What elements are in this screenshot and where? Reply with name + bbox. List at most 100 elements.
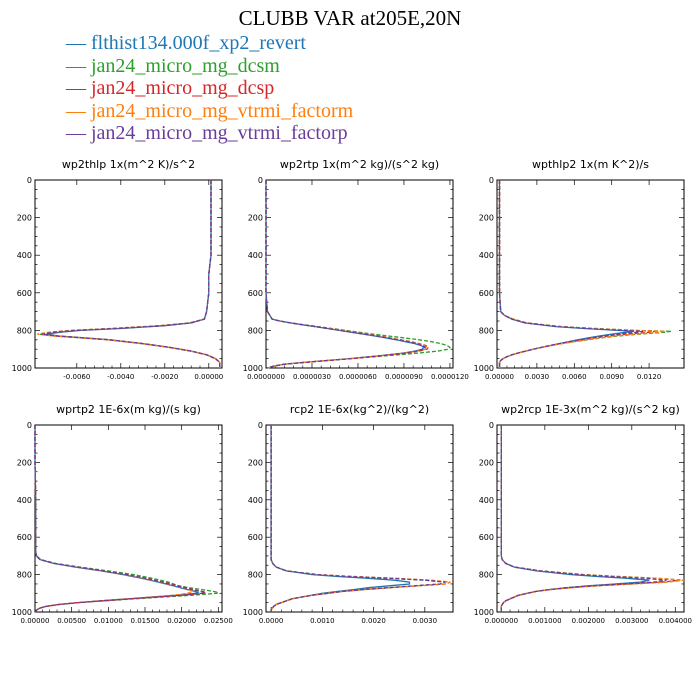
- panel-title: wp2rcp 1E-3x(m^2 kg)/(s^2 kg): [501, 403, 680, 416]
- y-tick-label: 400: [248, 251, 263, 260]
- legend-item: — jan24_micro_mg_vtrmi_factorm: [66, 100, 353, 123]
- x-tick-label: 0.000000: [485, 617, 518, 625]
- y-tick-label: 0: [489, 421, 494, 430]
- panel-title: wprtp2 1E-6x(m kg)/(s kg): [56, 403, 201, 416]
- x-tick-label: 0.0120: [637, 373, 662, 381]
- panel-title: wp2rtp 1x(m^2 kg)/(s^2 kg): [280, 158, 439, 171]
- y-tick-label: 200: [479, 458, 494, 467]
- x-tick-label: 0.0010: [310, 617, 335, 625]
- x-tick-label: 0.00000: [194, 373, 223, 381]
- y-tick-label: 400: [248, 496, 263, 505]
- series-line-3: [270, 425, 451, 612]
- panel-title: wpthlp2 1x(m K^2)/s: [532, 158, 649, 171]
- x-tick-label: 0.0030: [413, 617, 438, 625]
- y-tick-label: 1000: [474, 608, 494, 617]
- series-line-1: [270, 425, 411, 612]
- y-tick-label: 600: [479, 533, 494, 542]
- y-tick-label: 1000: [243, 608, 263, 617]
- y-tick-label: 0: [258, 421, 263, 430]
- y-tick-label: 600: [248, 533, 263, 542]
- panel-title: wp2thlp 1x(m^2 K)/s^2: [62, 158, 195, 171]
- x-tick-label: 0.003000: [615, 617, 648, 625]
- series-line-2: [265, 180, 451, 369]
- x-tick-label: 0.0000120: [431, 373, 469, 381]
- panel-1: wp2thlp 1x(m^2 K)/s^2 0 200 400 600 800 1000 -0…: [12, 158, 224, 381]
- legend-item: — jan24_micro_mg_vtrmi_factorp: [66, 122, 353, 145]
- panel-3: wpthlp2 1x(m K^2)/s020040060080010000.00…: [474, 158, 685, 381]
- legend-item: — jan24_micro_mg_dcsm: [66, 55, 353, 78]
- legend: — flthist134.000f_xp2_revert — jan24_mic…: [66, 32, 353, 145]
- x-tick-label: 0.0000030: [293, 373, 331, 381]
- panel-4: wprtp2 1E-6x(m kg)/(s kg) 0 200 400 600 800 10…: [12, 403, 233, 625]
- series-line-3: [500, 425, 680, 612]
- y-tick-label: 0: [27, 176, 32, 185]
- y-tick-label: 200: [248, 214, 263, 223]
- legend-label: jan24_micro_mg_vtrmi_factorp: [91, 122, 348, 144]
- y-tick-label: 200: [248, 458, 263, 467]
- y-tick-label: 200: [17, 214, 32, 223]
- y-tick-label: 1000: [12, 608, 32, 617]
- x-tick-label: 0.0060: [562, 373, 587, 381]
- legend-dash: —: [66, 77, 91, 99]
- y-tick-label: 0: [489, 176, 494, 185]
- series-line-2: [34, 425, 221, 613]
- legend-dash: —: [66, 54, 91, 77]
- panel-5: rcp2 1E-6x(kg^2)/(kg^2) 0 200 400 600 800 1000…: [243, 403, 454, 625]
- x-tick-label: 0.00000: [485, 373, 514, 381]
- legend-item: — flthist134.000f_xp2_revert: [66, 32, 353, 55]
- x-tick-label: 0.0000: [259, 617, 284, 625]
- y-tick-label: 400: [479, 251, 494, 260]
- y-tick-label: 600: [17, 289, 32, 298]
- x-tick-label: 0.0030: [525, 373, 550, 381]
- panel-6: wp2rcp 1E-3x(m^2 kg)/(s^2 kg) 0 200 400 600 8…: [474, 403, 692, 625]
- legend-label: flthist134.000f_xp2_revert: [91, 32, 306, 54]
- series-line-3: [34, 425, 208, 613]
- y-tick-label: 0: [258, 176, 263, 185]
- legend-label: jan24_micro_mg_dcsm: [91, 54, 280, 77]
- x-tick-label: -0.0040: [107, 373, 134, 381]
- series-line-5: [41, 180, 221, 368]
- x-tick-label: 0.004000: [659, 617, 692, 625]
- y-tick-label: 600: [248, 289, 263, 298]
- figure-title: CLUBB VAR at205E,20N: [238, 6, 462, 30]
- series-line-3: [41, 180, 221, 368]
- series-line-5: [500, 425, 667, 612]
- series-line-2: [270, 425, 446, 612]
- y-tick-label: 200: [17, 458, 32, 467]
- panel-title: rcp2 1E-6x(kg^2)/(kg^2): [290, 403, 429, 416]
- x-tick-label: 0.0000090: [385, 373, 423, 381]
- legend-dash: —: [66, 32, 91, 54]
- x-tick-label: 0.01500: [131, 617, 160, 625]
- y-tick-label: 400: [17, 496, 32, 505]
- series-line-5: [34, 425, 208, 613]
- y-tick-label: 1000: [243, 364, 263, 373]
- y-tick-label: 400: [17, 251, 32, 260]
- x-tick-label: 0.002000: [572, 617, 605, 625]
- x-tick-label: -0.0060: [63, 373, 90, 381]
- y-tick-label: 1000: [474, 364, 494, 373]
- x-tick-label: 0.0000060: [339, 373, 377, 381]
- x-tick-label: 0.02500: [204, 617, 233, 625]
- y-tick-label: 1000: [12, 364, 32, 373]
- y-tick-label: 800: [479, 571, 494, 580]
- panel-frame: [265, 424, 454, 613]
- legend-dash: —: [66, 122, 91, 144]
- y-tick-label: 800: [248, 571, 263, 580]
- x-tick-label: 0.0000000: [247, 373, 285, 381]
- y-tick-label: 200: [479, 214, 494, 223]
- panel-frame: [496, 424, 685, 613]
- series-line-4: [265, 180, 428, 369]
- legend-label: jan24_micro_mg_dcsp: [91, 77, 275, 99]
- y-tick-label: 800: [248, 326, 263, 335]
- y-tick-label: 800: [17, 326, 32, 335]
- x-tick-label: 0.0020: [361, 617, 386, 625]
- y-tick-label: 800: [17, 571, 32, 580]
- series-line-5: [498, 180, 644, 368]
- series-line-5: [270, 425, 446, 612]
- x-tick-label: 0.00000: [21, 617, 50, 625]
- y-tick-label: 600: [479, 289, 494, 298]
- series-line-5: [265, 180, 427, 369]
- series-line-2: [500, 425, 685, 612]
- series-line-4: [37, 180, 221, 368]
